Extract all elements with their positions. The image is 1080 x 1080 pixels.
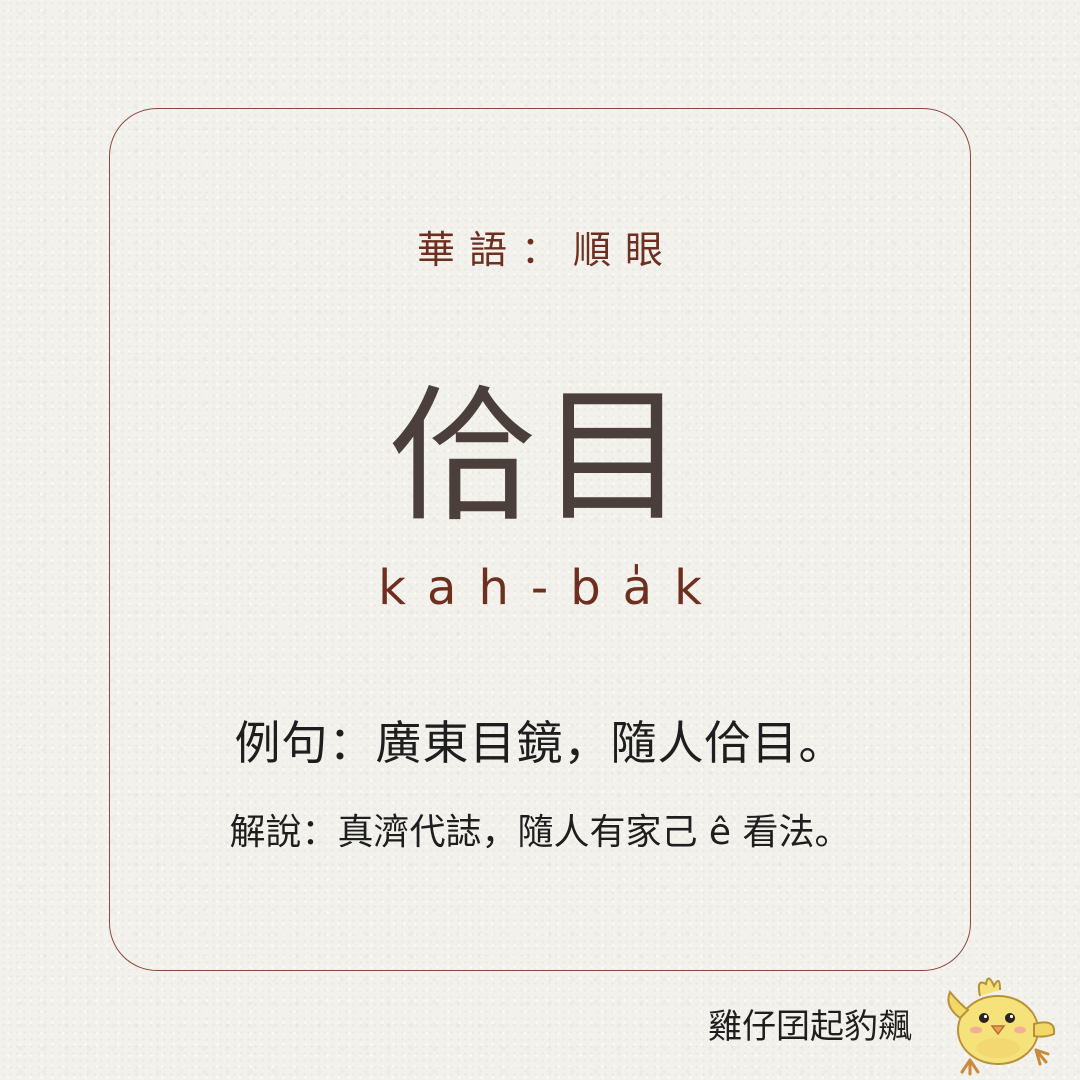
brand-name: 雞仔囝起豹飆 [708,1007,912,1047]
example-sentence: 例句：廣東目鏡，隨人佮目。 [234,716,846,770]
explanation-text: 解說：真濟代誌，隨人有家己 ê 看法。 [229,812,851,853]
mandarin-equivalent: 華語：順眼 [416,228,677,272]
yellow-chick-icon [947,977,1056,1076]
taiwanese-word: 佮目 [390,372,690,542]
word-card [109,108,971,971]
romanization: kah-ba̍k [378,560,724,616]
